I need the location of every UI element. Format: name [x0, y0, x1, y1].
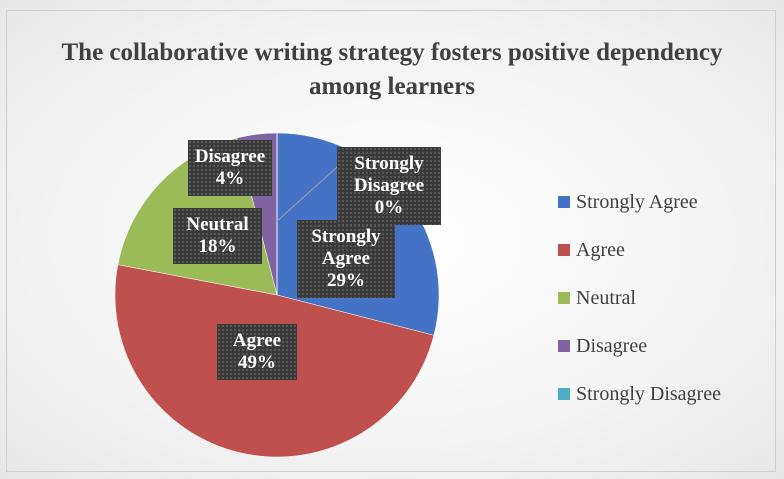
data-label: Strongly Agree 29%	[297, 220, 395, 298]
data-label-value: 49%	[238, 352, 276, 373]
data-label-value: 4%	[215, 168, 245, 189]
legend-swatch	[558, 292, 570, 304]
data-label-name: Strongly Disagree	[353, 153, 425, 196]
data-label-value: 0%	[374, 197, 404, 218]
leader-line	[275, 159, 346, 223]
legend-swatch	[558, 244, 570, 256]
data-label-name: Agree	[232, 330, 282, 351]
legend-label: Agree	[576, 239, 625, 261]
legend-label: Strongly Disagree	[576, 383, 721, 405]
data-label-name: Disagree	[194, 146, 266, 167]
data-label: Strongly Disagree 0%	[337, 147, 441, 225]
legend-label: Disagree	[576, 335, 648, 357]
chart-frame	[6, 10, 776, 472]
data-label: Agree 49%	[217, 324, 297, 380]
legend-label: Strongly Agree	[576, 191, 698, 213]
data-label: Disagree 4%	[188, 140, 272, 196]
chart-title: The collaborative writing strategy foste…	[61, 39, 723, 100]
data-label: Neutral 18%	[173, 208, 262, 264]
data-label-name: Strongly Agree	[311, 226, 381, 269]
data-label-value: 18%	[198, 236, 237, 257]
data-label-name: Neutral	[186, 214, 249, 235]
legend-swatch	[558, 340, 570, 352]
data-label-value: 29%	[327, 270, 365, 291]
legend-label: Neutral	[576, 287, 636, 309]
legend-swatch	[558, 196, 570, 208]
legend-swatch	[558, 388, 570, 400]
